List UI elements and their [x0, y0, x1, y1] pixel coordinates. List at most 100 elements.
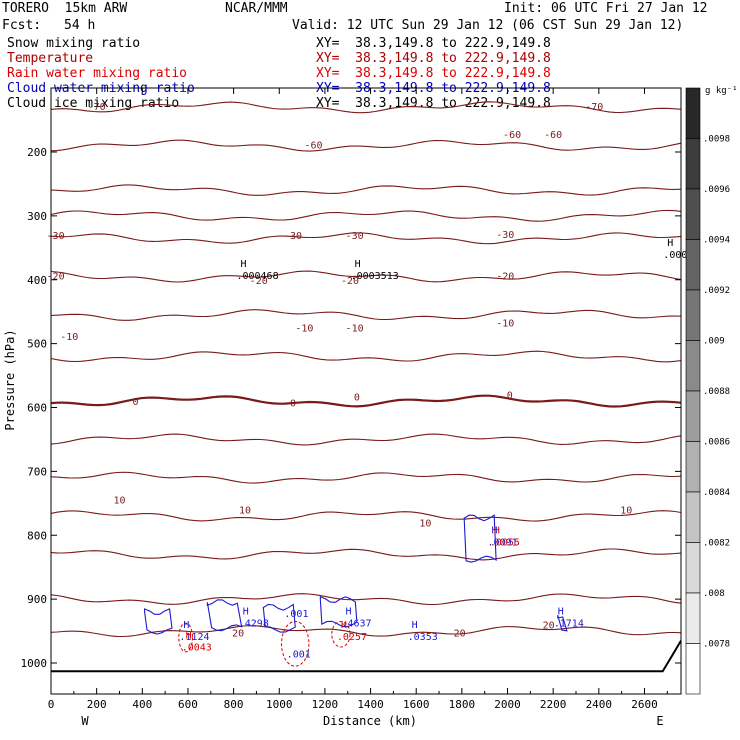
- extremum-mark: H: [494, 525, 500, 536]
- colorbar-label: .0078: [703, 640, 730, 650]
- contour-label: -30: [284, 231, 302, 242]
- x-tick-label: 2400: [586, 698, 613, 711]
- contour-label: -10: [346, 324, 364, 335]
- colorbar-swatch: [685, 643, 701, 695]
- cloud-water-contours: [144, 514, 568, 667]
- extremum-value: .000468: [236, 271, 278, 282]
- terrain-line: [51, 640, 682, 673]
- contour-label: -20: [47, 271, 65, 282]
- contour-label: 0: [507, 391, 513, 402]
- temperature-contour-line: [50, 510, 682, 522]
- y-tick-label: 200: [27, 146, 47, 159]
- contour-label: -10: [60, 332, 78, 343]
- plot-frame: [50, 87, 682, 695]
- cloud-water-contour: [262, 603, 296, 633]
- valid-time: Valid: 12 UTC Sun 29 Jan 12 (06 CST Sun …: [292, 18, 684, 33]
- extremum-value: .0091: [488, 537, 518, 548]
- contour-label: 10: [239, 506, 251, 517]
- y-tick-label: 400: [27, 274, 47, 287]
- extremum-value: .0353: [408, 632, 438, 643]
- contour-label: 0: [132, 397, 138, 408]
- contour-label: -20: [496, 271, 514, 282]
- contour-label: -70: [88, 102, 106, 113]
- extremum-value: .001: [287, 650, 311, 661]
- temperature-contour-line: [50, 184, 682, 196]
- colorbar-swatch: [685, 188, 701, 240]
- field-xy-snow: XY= 38.3,149.8 to 222.9,149.8: [316, 36, 551, 51]
- temperature-contour-line: [50, 433, 682, 446]
- rain-contour: [178, 622, 194, 653]
- extremum-mark: H: [355, 259, 361, 270]
- temperature-contour-line: [50, 625, 682, 638]
- y-tick-label: 900: [27, 593, 47, 606]
- contour-label: -10: [295, 324, 313, 335]
- contour-label: 20: [543, 621, 555, 632]
- extremum-mark: H: [341, 620, 347, 631]
- contour-label: 0: [290, 398, 296, 409]
- extremum-value: .4637: [341, 618, 371, 629]
- x-tick-label: 1000: [266, 698, 293, 711]
- forecast-hours: 54 h: [64, 18, 96, 33]
- y-tick-label: 800: [27, 529, 47, 542]
- x-tick-label: 400: [132, 698, 152, 711]
- x-tick-label: 2200: [540, 698, 567, 711]
- contour-label: 10: [113, 495, 125, 506]
- x-axis-title: Distance (km): [323, 714, 417, 728]
- extremum-value: .001: [284, 609, 308, 620]
- contour-labels: -70 -70 -60 -60 -60 -30 -30 -30 -30 -20 -20 -20 -20 -…: [47, 102, 700, 661]
- x-tick-label: 1400: [357, 698, 384, 711]
- field-label-snow: Snow mixing ratio: [7, 36, 141, 51]
- temperature-contour-line: [50, 139, 682, 152]
- contour-label: 20: [232, 628, 244, 639]
- x-tick-label: 1200: [312, 698, 339, 711]
- colorbar-swatch: [685, 289, 701, 341]
- field-label-cloud-water: Cloud water mixing ratio: [7, 81, 195, 96]
- colorbar-label: .0084: [703, 488, 730, 498]
- temperature-contour-line: [50, 101, 682, 114]
- colorbar-label: .0098: [703, 135, 730, 145]
- temperature-contour-line: [50, 232, 682, 245]
- extremum-mark: H: [667, 238, 673, 249]
- colorbar-swatch: [685, 592, 701, 644]
- colorbar-swatch: [685, 491, 701, 543]
- init-time: Init: 06 UTC Fri 27 Jan 12: [504, 1, 708, 16]
- x-tick-label: 2600: [631, 698, 658, 711]
- contour-label: -20: [341, 276, 359, 287]
- contour-label: -60: [503, 130, 521, 141]
- extremum-mark: H: [412, 620, 418, 631]
- colorbar-swatch: [685, 542, 701, 594]
- x-axis-right-end: E: [656, 714, 663, 728]
- colorbar-label: .0096: [703, 185, 730, 195]
- extremum-value: .0003513: [351, 271, 399, 282]
- colorbar-swatch: [685, 441, 701, 493]
- extremum-mark: H: [240, 259, 246, 270]
- colorbar-swatch: [685, 390, 701, 442]
- contour-label: -30: [346, 231, 364, 242]
- colorbar-swatch: [685, 87, 701, 139]
- x-axis-left-end: W: [81, 714, 89, 728]
- extremum-value: .0055: [490, 537, 520, 548]
- colorbar-label: .0082: [703, 539, 730, 549]
- extremum-value: .0043: [182, 643, 212, 654]
- colorbar: .0098 .0096 .0094 .0092 .009 .0088 .0086 .0084.…: [685, 87, 730, 695]
- contour-label: -60: [544, 130, 562, 141]
- temperature-contour-line: [50, 209, 682, 222]
- extremum-value: .1714: [554, 618, 584, 629]
- colorbar-swatch: [685, 138, 701, 190]
- extremum-mark: H: [492, 525, 498, 536]
- temperature-contour-line: [50, 350, 682, 363]
- y-tick-label: 600: [27, 402, 47, 415]
- x-tick-label: 1800: [449, 698, 476, 711]
- colorbar-label: .0094: [703, 236, 730, 246]
- x-tick-label: 800: [224, 698, 244, 711]
- x-tick-label: 600: [178, 698, 198, 711]
- contour-label: 0: [354, 393, 360, 404]
- y-tick-label: 500: [27, 338, 47, 351]
- extremum-value: .0257: [337, 632, 367, 643]
- cloud-water-contour: [319, 595, 358, 628]
- x-tick-label: 1600: [403, 698, 430, 711]
- field-label-rain: Rain water mixing ratio: [7, 66, 188, 81]
- center-label: NCAR/MMM: [225, 1, 288, 16]
- colorbar-label: .008: [703, 589, 725, 599]
